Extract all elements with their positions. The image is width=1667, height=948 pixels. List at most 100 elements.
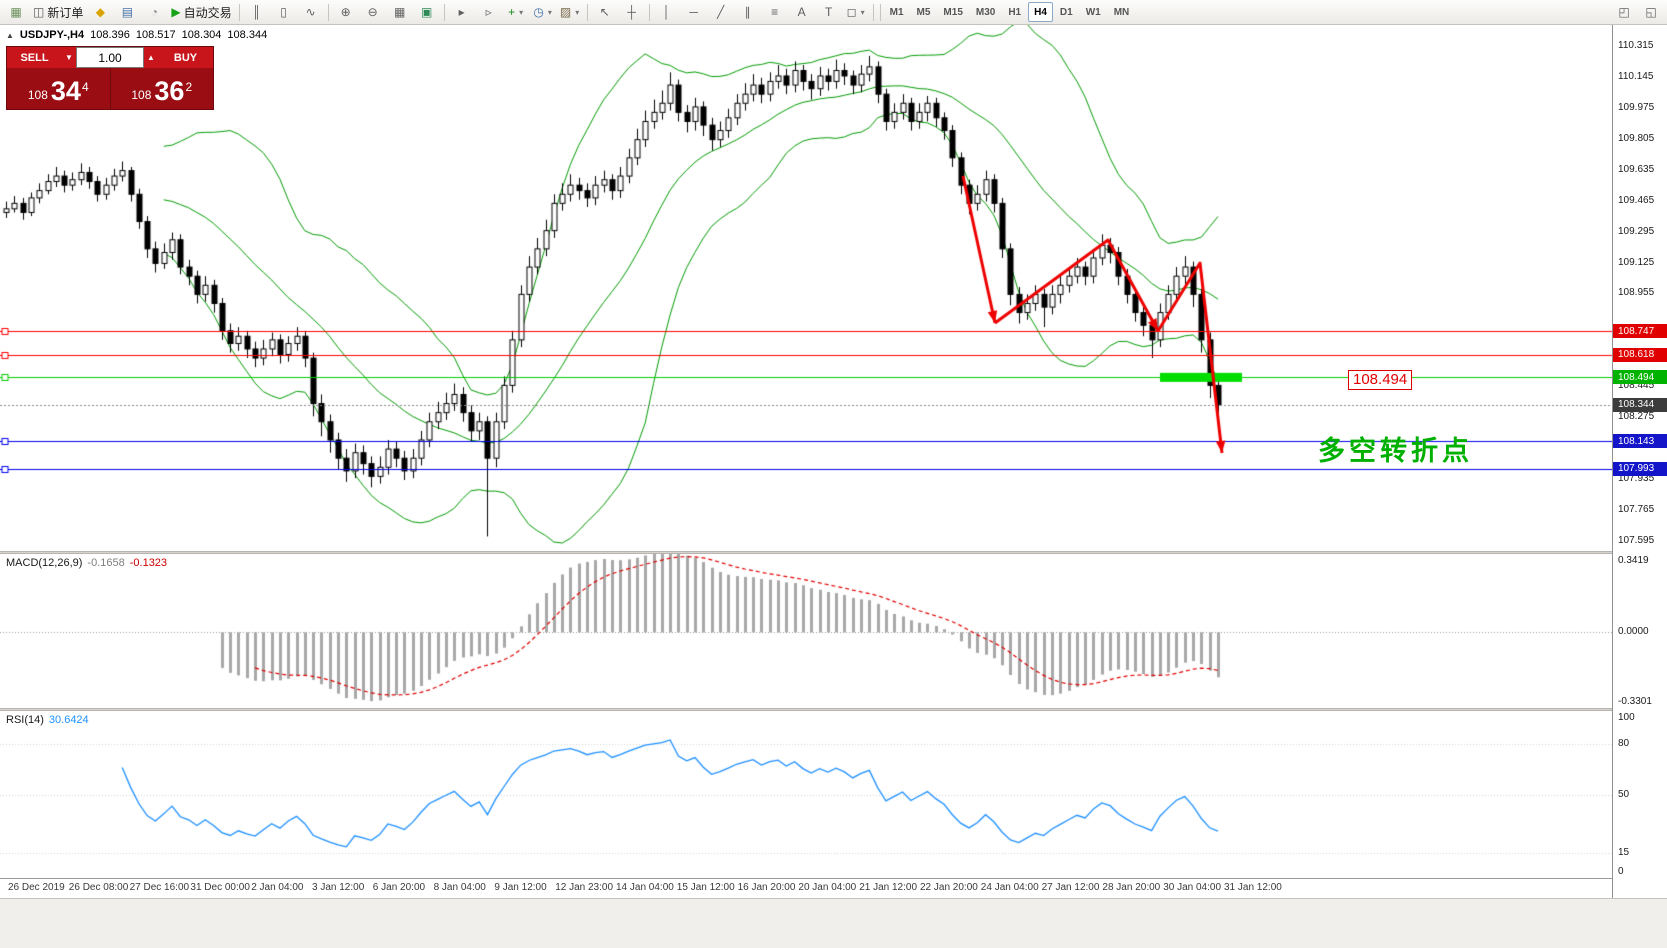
date-axis-label: 27 Jan 12:00: [1041, 882, 1100, 893]
price-axis[interactable]: 110.315 110.145 109.975 109.805 109.635 109.4…: [1612, 25, 1667, 898]
toolbar-separator: [879, 3, 881, 21]
tile-windows-icon[interactable]: ▦: [387, 2, 413, 22]
price-axis-label: 109.975: [1618, 101, 1655, 113]
buy-price-sup: 2: [185, 80, 193, 94]
sell-price-big: 34: [50, 76, 81, 106]
trendline-icon[interactable]: ╱: [708, 2, 734, 22]
date-axis-label: 12 Jan 23:00: [555, 882, 614, 893]
panel-separator[interactable]: [0, 708, 1667, 711]
zoom-out-icon[interactable]: ⊖: [360, 2, 386, 22]
equidistant-channel-icon[interactable]: ∥: [735, 2, 761, 22]
auto-scroll-icon[interactable]: ▸: [449, 2, 475, 22]
candlestick-chart-icon[interactable]: ▯: [271, 2, 297, 22]
settings-icon[interactable]: ◱: [1638, 2, 1664, 22]
equidistant-channel-icon: ∥: [744, 5, 751, 19]
text-icon[interactable]: A: [789, 2, 815, 22]
bars-chart-icon[interactable]: ║: [244, 2, 270, 22]
date-axis-label: 20 Jan 04:00: [798, 882, 857, 893]
date-axis-label: 26 Dec 08:00: [68, 882, 129, 893]
timeframe-m1[interactable]: M1: [889, 6, 904, 18]
text-label-icon: T: [824, 5, 833, 19]
sell-price[interactable]: 108 34 4: [7, 68, 110, 109]
timeframe-m30[interactable]: M30: [975, 6, 996, 18]
date-axis-label: 2 Jan 04:00: [251, 882, 304, 893]
price-axis-label: 108.275: [1618, 411, 1655, 423]
chart-shift-icon: ▹: [485, 5, 492, 19]
vertical-line-icon[interactable]: │: [654, 2, 680, 22]
community-icon[interactable]: ◰: [1611, 2, 1637, 22]
toolbar-separator: [586, 3, 588, 21]
sell-button[interactable]: SELL: [7, 47, 62, 68]
rsi-label: RSI(14) 30.6424: [6, 714, 89, 726]
volume-decrease-button[interactable]: ▼: [62, 47, 76, 68]
date-axis[interactable]: 26 Dec 2019 26 Dec 08:00 27 Dec 16:00 31 De…: [0, 878, 1612, 899]
autotrading-button[interactable]: ▶ 自动交易: [168, 2, 234, 22]
price-axis-label: 108.445: [1618, 380, 1655, 392]
buy-button[interactable]: BUY: [158, 47, 213, 68]
zoom-in-icon[interactable]: ⊕: [333, 2, 359, 22]
timeframe-m5[interactable]: M5: [916, 6, 931, 18]
macd-signal-value: -0.1323: [129, 557, 168, 569]
toolbar-separator: [238, 3, 240, 21]
periods-icon[interactable]: ◷ ▾: [530, 2, 556, 22]
caret-down-icon: ▾: [547, 7, 552, 17]
volume-increase-button[interactable]: ▲: [144, 47, 158, 68]
date-axis-label: 9 Jan 12:00: [494, 882, 547, 893]
text-label-icon[interactable]: T: [816, 2, 842, 22]
tile-windows-icon: ▦: [393, 5, 406, 19]
timeframe-h1[interactable]: H1: [1008, 6, 1022, 18]
text-icon: A: [797, 5, 806, 19]
horizontal-line-icon[interactable]: ─: [681, 2, 707, 22]
fibonacci-icon: ≡: [771, 5, 779, 19]
macd-axis-label: -0.3301: [1618, 696, 1652, 707]
ohlc-open: 108.396: [90, 29, 130, 41]
chart-shift-icon[interactable]: ▹: [476, 2, 502, 22]
one-click-trade-panel: SELL ▼ 1.00 ▲ BUY 108 34 4 108 36 2: [6, 46, 214, 110]
date-axis-label: 3 Jan 12:00: [312, 882, 365, 893]
templates-icon: ▨: [559, 5, 572, 19]
date-axis-label: 14 Jan 04:00: [616, 882, 674, 893]
macd-panel: MACD(12,26,9) -0.1658 -0.1323: [0, 554, 1612, 708]
macd-canvas[interactable]: [0, 554, 1612, 708]
terminal-icon[interactable]: ▦: [3, 2, 29, 22]
fibonacci-icon[interactable]: ≡: [762, 2, 788, 22]
crosshair-icon: ┼: [627, 5, 636, 19]
shapes-icon[interactable]: ◻ ▾: [843, 2, 869, 22]
volume-input[interactable]: 1.00: [76, 47, 144, 68]
price-chart-canvas[interactable]: [0, 25, 1612, 551]
strategy-tester-icon[interactable]: ▣: [414, 2, 440, 22]
templates-icon[interactable]: ▨ ▾: [557, 2, 583, 22]
date-axis-label: 27 Dec 16:00: [129, 882, 190, 893]
macd-main-value: -0.1658: [87, 557, 125, 569]
price-axis-label: 109.125: [1618, 256, 1655, 268]
charts-grid-icon[interactable]: ▤: [114, 2, 140, 22]
indicators-icon[interactable]: + ▾: [503, 2, 529, 22]
cursor-icon[interactable]: ↖: [592, 2, 618, 22]
macd-name: MACD(12,26,9): [6, 557, 83, 569]
settings-icon: ◱: [1645, 5, 1657, 19]
collapse-triangle-icon[interactable]: ▲: [6, 30, 14, 40]
price-axis-label: 107.595: [1618, 534, 1655, 546]
timeframe-mn[interactable]: MN: [1113, 6, 1130, 18]
new-order-button[interactable]: ◫ 新订单: [30, 2, 86, 22]
price-axis-label: 110.145: [1618, 70, 1654, 82]
autotrading-icon: ▶: [171, 5, 181, 19]
rsi-axis-label: 100: [1618, 712, 1635, 723]
symbols-icon[interactable]: ◆: [87, 2, 113, 22]
timeframe-h4[interactable]: H4: [1028, 2, 1053, 22]
profiles-icon[interactable]: ◔: [141, 2, 167, 22]
panel-separator[interactable]: [0, 551, 1667, 554]
turning-point-annotation: 多空转折点: [1318, 436, 1473, 466]
timeframe-m15[interactable]: M15: [943, 6, 963, 18]
price-tag-108.494: 108.494: [1613, 370, 1667, 385]
toolbar: ▦ ◫ 新订单 ◆ ▤ ◔ ▶ 自动交易 ║ ▯ ∿ ⊕ ⊖ ▦ ▣ ▸ ▹ + ▾ ◷ ▾ ▨ ▾ ↖ ┼ │ ─ ╱ ∥ ≡ A T ◻ ▾ …: [0, 0, 1667, 25]
rsi-axis-label: 15: [1618, 846, 1630, 858]
buy-price[interactable]: 108 36 2: [109, 68, 214, 109]
timeframe-w1[interactable]: W1: [1085, 6, 1101, 18]
indicators-icon: +: [508, 5, 516, 19]
rsi-canvas[interactable]: [0, 711, 1612, 878]
crosshair-icon[interactable]: ┼: [619, 2, 645, 22]
rsi-axis-label: 50: [1618, 788, 1630, 800]
timeframe-d1[interactable]: D1: [1059, 6, 1073, 18]
line-chart-icon[interactable]: ∿: [298, 2, 324, 22]
